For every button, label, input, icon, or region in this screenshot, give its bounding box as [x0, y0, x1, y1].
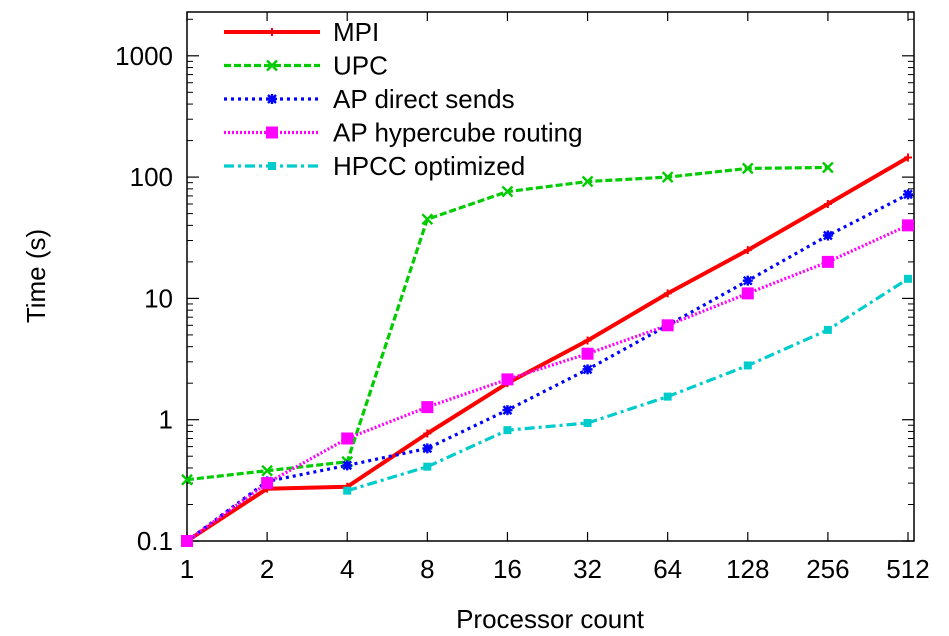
data-point-upc: [581, 175, 594, 188]
data-point-mpi: [904, 153, 912, 162]
data-point-ap-direct-sends: [342, 460, 353, 471]
x-tick-label: 512: [886, 554, 929, 584]
legend-label-ap-hypercube-routing: AP hypercube routing: [333, 118, 583, 148]
series-line-mpi: [185, 155, 910, 543]
data-point-ap-hypercube-routing: [902, 219, 914, 232]
data-point-mpi: [423, 429, 432, 438]
y-tick-label: 1: [159, 405, 173, 435]
data-point-hpcc-optimized: [343, 486, 352, 495]
data-point-ap-hypercube-routing: [821, 255, 834, 268]
y-tick-label: 0.1: [137, 526, 173, 556]
data-point-ap-hypercube-routing: [341, 432, 354, 445]
x-tick-label: 128: [726, 554, 769, 584]
data-point-ap-direct-sends: [422, 443, 433, 454]
series-line-ap-direct-sends: [186, 192, 909, 543]
legend-label-hpcc-optimized: HPCC optimized: [333, 151, 525, 181]
data-point-ap-hypercube-routing: [501, 373, 514, 386]
data-point-upc: [421, 213, 434, 226]
x-tick-label: 1: [180, 554, 194, 584]
data-point-ap-direct-sends: [582, 364, 593, 375]
data-point-hpcc-optimized: [423, 462, 432, 471]
data-point-hpcc-optimized: [823, 325, 832, 334]
x-tick-label: 64: [653, 554, 682, 584]
legend-marker-ap-hypercube-routing: [266, 126, 278, 139]
x-tick-label: 256: [806, 554, 849, 584]
data-point-ap-hypercube-routing: [741, 287, 754, 300]
data-point-ap-direct-sends: [822, 230, 833, 241]
legend-marker-upc: [266, 59, 278, 72]
data-point-mpi: [583, 336, 592, 345]
data-point-mpi: [743, 246, 752, 255]
plot-frame: [186, 11, 915, 542]
data-point-ap-hypercube-routing: [181, 535, 193, 547]
series-lines-group: [185, 155, 910, 543]
data-point-ap-hypercube-routing: [421, 401, 434, 414]
data-point-ap-hypercube-routing: [261, 477, 274, 490]
y-axis-label: Time (s): [21, 229, 51, 323]
data-point-ap-direct-sends: [502, 405, 513, 416]
x-tick-label: 2: [260, 554, 274, 584]
x-tick-label: 16: [493, 554, 522, 584]
data-point-hpcc-optimized: [503, 426, 512, 435]
legend-label-ap-direct-sends: AP direct sends: [333, 84, 515, 114]
y-tick-label: 1000: [115, 41, 173, 71]
data-point-hpcc-optimized: [583, 418, 592, 427]
data-point-upc: [181, 473, 193, 486]
data-point-upc: [661, 171, 674, 183]
series-markers-group: [181, 153, 914, 547]
legend-label-mpi: MPI: [333, 17, 379, 47]
legend-marker-hpcc-optimized: [268, 162, 276, 170]
data-point-ap-direct-sends: [903, 189, 913, 200]
y-tick-label: 100: [130, 162, 173, 192]
data-point-upc: [741, 162, 754, 175]
data-point-ap-hypercube-routing: [581, 347, 594, 360]
x-tick-label: 8: [420, 554, 434, 584]
data-point-upc: [501, 185, 514, 198]
x-axis-label: Processor count: [456, 604, 645, 634]
data-point-ap-hypercube-routing: [661, 319, 674, 332]
data-point-mpi: [823, 200, 832, 209]
data-point-ap-direct-sends: [742, 275, 753, 286]
data-point-upc: [261, 464, 273, 477]
data-point-hpcc-optimized: [904, 274, 912, 283]
data-point-hpcc-optimized: [743, 361, 752, 370]
legend-marker-mpi: [268, 28, 276, 36]
x-tick-label: 4: [340, 554, 354, 584]
data-point-hpcc-optimized: [663, 392, 672, 401]
x-tick-label: 32: [573, 554, 602, 584]
y-tick-label: 10: [144, 283, 173, 313]
series-line-hpcc-optimized: [346, 277, 909, 493]
data-point-mpi: [663, 289, 672, 298]
series-line-ap-hypercube-routing: [186, 223, 909, 543]
legend-label-upc: UPC: [333, 51, 388, 81]
data-point-upc: [822, 161, 834, 174]
legend-marker-ap-direct-sends: [267, 94, 277, 104]
